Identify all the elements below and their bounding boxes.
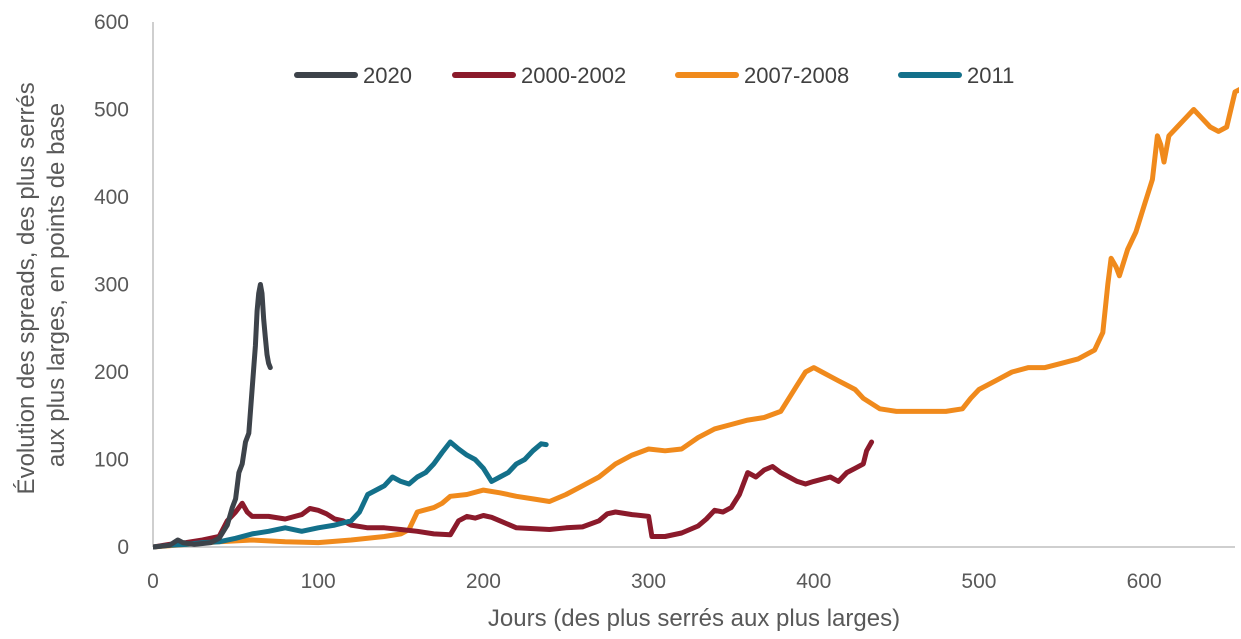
y-tick-label: 0 <box>117 536 129 559</box>
x-tick-label: 400 <box>796 570 831 593</box>
x-tick-label: 200 <box>466 570 501 593</box>
x-axis-title: Jours (des plus serrés aux plus larges) <box>488 605 900 632</box>
series-line-2000-2002 <box>153 439 875 550</box>
legend-label: 2000-2002 <box>521 63 626 88</box>
x-tick-labels: 0 100 200 300 400 500 600 <box>147 570 1162 593</box>
legend-label: 2011 <box>967 63 1014 88</box>
series-line-2011 <box>153 439 549 550</box>
legend-label: 2007-2008 <box>744 63 849 88</box>
y-tick-label: 400 <box>94 186 129 209</box>
x-tick-label: 0 <box>147 570 159 593</box>
y-tick-label: 300 <box>94 274 129 297</box>
y-tick-labels: 0 100 200 300 400 500 600 <box>94 11 129 559</box>
y-tick-label: 100 <box>94 449 129 472</box>
x-tick-label: 300 <box>631 570 666 593</box>
legend-item-2011: 2011 <box>898 63 1014 88</box>
legend-item-2000-2002: 2000-2002 <box>452 63 626 88</box>
legend: 2020 2000-2002 2007-2008 2011 <box>294 63 1014 88</box>
y-axis-title: Évolution des spreads, des plus serrés a… <box>13 76 70 495</box>
y-tick-label: 600 <box>94 11 129 34</box>
x-tick-label: 500 <box>961 570 996 593</box>
x-tick-label: 600 <box>1127 570 1162 593</box>
series-line-2020 <box>153 282 273 550</box>
y-axis-title-line-2: aux plus larges, en points de base <box>43 103 70 467</box>
x-tick-label: 100 <box>301 570 336 593</box>
y-axis-title-line-1: Évolution des spreads, des plus serrés <box>13 82 40 494</box>
legend-item-2020: 2020 <box>294 63 412 88</box>
legend-item-2007-2008: 2007-2008 <box>675 63 849 88</box>
y-tick-label: 500 <box>94 99 129 122</box>
series-lines <box>153 87 1239 550</box>
series-line-2007-2008 <box>153 87 1239 550</box>
axes <box>152 22 1235 548</box>
legend-label: 2020 <box>363 63 412 88</box>
y-tick-label: 200 <box>94 361 129 384</box>
